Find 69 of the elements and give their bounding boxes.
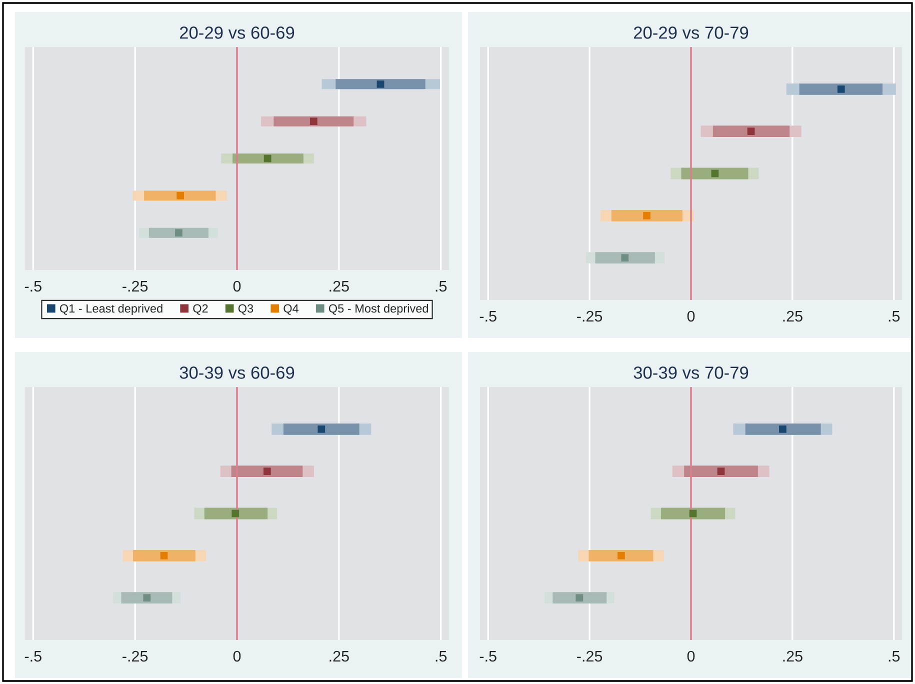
bar xyxy=(611,210,682,222)
x-tick-label: -.25 xyxy=(577,650,602,662)
point xyxy=(160,552,168,560)
x-tick-label: .5 xyxy=(436,650,447,662)
bar xyxy=(712,126,790,138)
x-tick-label: -.25 xyxy=(577,310,602,322)
bar xyxy=(121,592,172,604)
point xyxy=(143,594,151,602)
bar xyxy=(133,550,196,562)
bar xyxy=(745,423,821,435)
point xyxy=(264,154,272,162)
point xyxy=(176,192,184,200)
x-tick-label: .25 xyxy=(783,650,802,662)
point xyxy=(643,212,650,220)
chart-title: 20-29 vs 60-69 xyxy=(180,26,294,39)
legend-label: Q2 xyxy=(193,304,208,315)
x-tick-label: .25 xyxy=(783,310,802,322)
point xyxy=(618,552,625,560)
legend-label: Q3 xyxy=(238,304,254,315)
bar xyxy=(274,116,354,126)
point xyxy=(263,468,271,476)
x-tick-label: 0 xyxy=(687,310,695,322)
bar xyxy=(204,508,268,520)
x-tick-label: .5 xyxy=(888,310,900,322)
bar xyxy=(588,550,654,562)
x-tick-label: -.25 xyxy=(122,280,148,292)
bar xyxy=(660,508,726,520)
legend-label: Q5 - Most deprived xyxy=(328,304,428,315)
chart-title: 30-39 vs 70-79 xyxy=(634,366,748,379)
chart-title: 20-29 vs 70-79 xyxy=(634,26,748,39)
bar xyxy=(684,466,758,478)
x-tick-label: -.5 xyxy=(480,310,496,322)
bar xyxy=(681,168,748,180)
point xyxy=(376,80,384,88)
legend-label: Q4 xyxy=(284,304,299,315)
point xyxy=(318,425,326,433)
point xyxy=(747,128,755,136)
x-tick-label: -.5 xyxy=(24,280,42,292)
x-tick-label: -.25 xyxy=(122,650,148,662)
bar xyxy=(799,83,883,95)
point xyxy=(175,229,182,237)
x-tick-label: .5 xyxy=(436,280,447,292)
bar xyxy=(336,79,426,90)
x-tick-label: -.5 xyxy=(24,650,42,662)
point xyxy=(621,254,629,262)
bar xyxy=(231,466,303,478)
bar xyxy=(552,592,607,604)
x-tick-label: .25 xyxy=(330,280,349,292)
x-tick-label: 0 xyxy=(233,650,241,662)
x-tick-label: 0 xyxy=(233,280,241,292)
point xyxy=(779,425,786,433)
point xyxy=(837,85,845,93)
point xyxy=(689,510,697,518)
bar xyxy=(148,228,208,238)
bar xyxy=(232,153,304,164)
x-tick-label: -.5 xyxy=(480,650,496,662)
x-tick-label: .25 xyxy=(330,650,349,662)
x-tick-label: 0 xyxy=(687,650,695,662)
x-tick-label: .5 xyxy=(888,650,900,662)
point xyxy=(717,468,725,476)
legend-label: Q1 - Least deprived xyxy=(60,304,162,315)
point xyxy=(576,594,584,602)
bar xyxy=(144,190,216,201)
chart-title: 30-39 vs 60-69 xyxy=(180,366,294,379)
point xyxy=(711,170,719,178)
point xyxy=(232,510,240,518)
point xyxy=(310,118,318,126)
bar xyxy=(595,252,655,264)
bar xyxy=(283,423,360,435)
